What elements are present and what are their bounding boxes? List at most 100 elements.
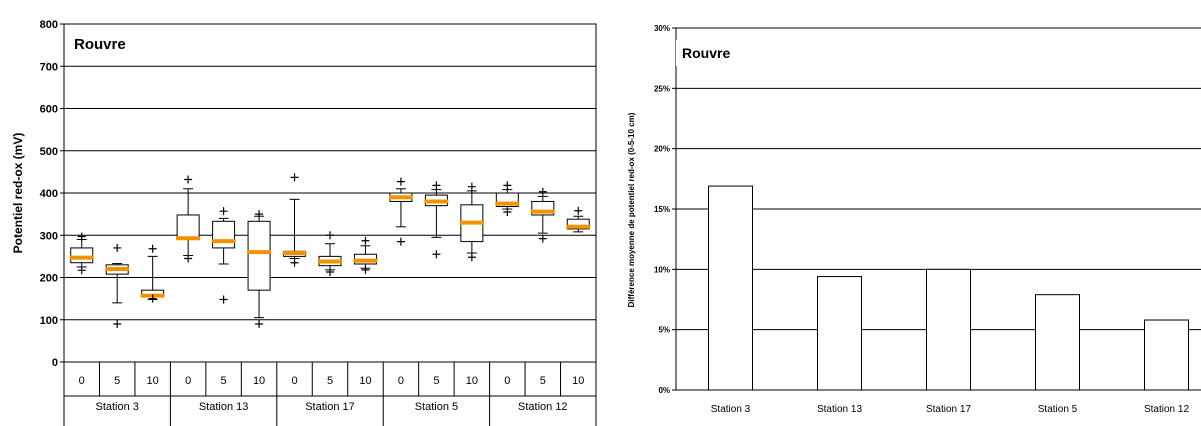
right-y-tick-label: 15% [654, 205, 670, 214]
box-iqr [247, 220, 271, 291]
outlier-marker [467, 182, 476, 191]
left-y-tick-label: 300 [40, 230, 58, 242]
left-depth-label: 5 [327, 375, 333, 387]
redox-boxplot-chart: Potentiel red-ox (mV) 010020030040050060… [11, 19, 597, 426]
left-depth-label: 10 [359, 375, 371, 387]
outlier-marker [113, 319, 122, 328]
box-iqr [566, 218, 590, 230]
box-station-5-depth-0 [388, 177, 413, 246]
box-station-3-depth-10 [140, 244, 165, 303]
outlier-marker [148, 294, 157, 303]
outlier-marker [290, 173, 299, 182]
left-y-axis-title: Potentiel red-ox (mV) [11, 133, 25, 254]
right-y-tick-label: 20% [654, 145, 670, 154]
bar-station-12 [1144, 319, 1189, 391]
left-y-tick-label: 400 [40, 188, 58, 200]
right-y-ticks: 0% 5% 10% 15% 20% 25% 30% [654, 24, 677, 395]
left-depth-label: 5 [433, 375, 439, 387]
box-iqr [212, 220, 236, 249]
right-x-tick-label: Station 17 [926, 404, 971, 415]
right-y-tick-label: 10% [654, 265, 670, 274]
right-title-bg [676, 40, 748, 66]
box-station-13-depth-10 [247, 210, 272, 328]
left-depth-label: 0 [504, 375, 510, 387]
right-y-axis-title: Différence moyenne de potentiel red-ox (… [627, 112, 636, 307]
right-x-tick-label: Station 3 [711, 404, 751, 415]
left-depth-label: 10 [572, 375, 584, 387]
left-y-tick-label: 800 [40, 19, 58, 31]
right-x-tick-label: Station 13 [817, 404, 862, 415]
outlier-marker [432, 181, 441, 190]
outlier-marker [361, 236, 370, 245]
box-station-12-depth-5 [530, 187, 555, 243]
left-title-bg [68, 30, 140, 56]
left-depth-label: 10 [253, 375, 265, 387]
left-y-tick-label: 0 [52, 357, 58, 369]
outlier-marker [184, 254, 193, 263]
box-station-13-depth-0 [176, 175, 201, 263]
outlier-marker [574, 206, 583, 215]
box-station-5-depth-10 [459, 182, 484, 262]
left-depth-label: 5 [540, 375, 546, 387]
left-y-tick-label: 700 [40, 61, 58, 73]
box-station-17-depth-0 [282, 173, 307, 267]
left-depth-label: 5 [221, 375, 227, 387]
left-group-label: Station 5 [415, 401, 458, 413]
outlier-marker [113, 243, 122, 252]
box-station-3-depth-0 [69, 232, 94, 275]
left-depth-label: 0 [398, 375, 404, 387]
redox-difference-bar-chart: Différence moyenne de potentiel red-ox (… [627, 24, 1201, 415]
right-bars [708, 185, 1189, 391]
outlier-marker [538, 187, 547, 196]
outlier-marker [538, 234, 547, 243]
box-station-13-depth-5 [211, 207, 236, 304]
right-chart-title: Rouvre [682, 45, 730, 61]
left-group-label: Station 12 [518, 401, 568, 413]
outlier-marker [326, 231, 334, 240]
left-chart-title: Rouvre [74, 36, 126, 53]
outlier-marker [326, 268, 334, 277]
outlier-marker [503, 208, 512, 217]
left-x-axis: 0 5 10 Station 3 0 5 10 Station 13 0 5 10 Station 1… [63, 362, 597, 426]
right-y-tick-label: 0% [658, 386, 670, 395]
outlier-marker [219, 207, 228, 216]
outlier-marker [77, 266, 86, 275]
outlier-marker [290, 258, 299, 267]
left-group-label: Station 13 [199, 401, 249, 413]
box-station-17-depth-10 [353, 236, 378, 274]
left-y-tick-label: 500 [40, 146, 58, 158]
bar-station-13 [817, 276, 862, 391]
outlier-marker [432, 250, 441, 259]
right-x-tick-label: Station 12 [1144, 404, 1189, 415]
box-station-17-depth-5 [318, 231, 342, 277]
bar-station-3 [708, 185, 753, 391]
left-boxes [69, 173, 591, 328]
left-y-ticks: 0 100 200 300 400 500 600 700 800 [40, 19, 64, 369]
outlier-marker [503, 181, 512, 190]
outlier-marker [255, 210, 264, 219]
box-station-12-depth-10 [566, 206, 591, 233]
bar-station-5 [1035, 294, 1080, 391]
left-depth-label: 0 [79, 375, 85, 387]
outlier-marker [361, 265, 370, 274]
outlier-marker [255, 319, 264, 328]
right-y-tick-label: 25% [654, 84, 670, 93]
outlier-marker [396, 237, 405, 246]
right-y-tick-label: 30% [654, 24, 670, 33]
right-x-axis: Station 3 Station 13 Station 17 Station 5 St… [711, 404, 1190, 415]
left-group-label: Station 17 [305, 401, 355, 413]
left-group-label: Station 3 [95, 401, 138, 413]
box-station-3-depth-5 [105, 243, 130, 328]
left-depth-label: 10 [147, 375, 159, 387]
outlier-marker [467, 253, 476, 262]
outlier-marker [396, 177, 405, 186]
left-depth-label: 0 [185, 375, 191, 387]
left-y-tick-label: 100 [40, 315, 58, 327]
right-gridlines [676, 27, 1201, 391]
left-y-tick-label: 200 [40, 273, 58, 285]
box-iqr [70, 247, 94, 264]
left-depth-label: 10 [466, 375, 478, 387]
outlier-marker [184, 175, 193, 184]
outlier-marker [148, 244, 157, 253]
left-plot-frame [63, 23, 597, 363]
